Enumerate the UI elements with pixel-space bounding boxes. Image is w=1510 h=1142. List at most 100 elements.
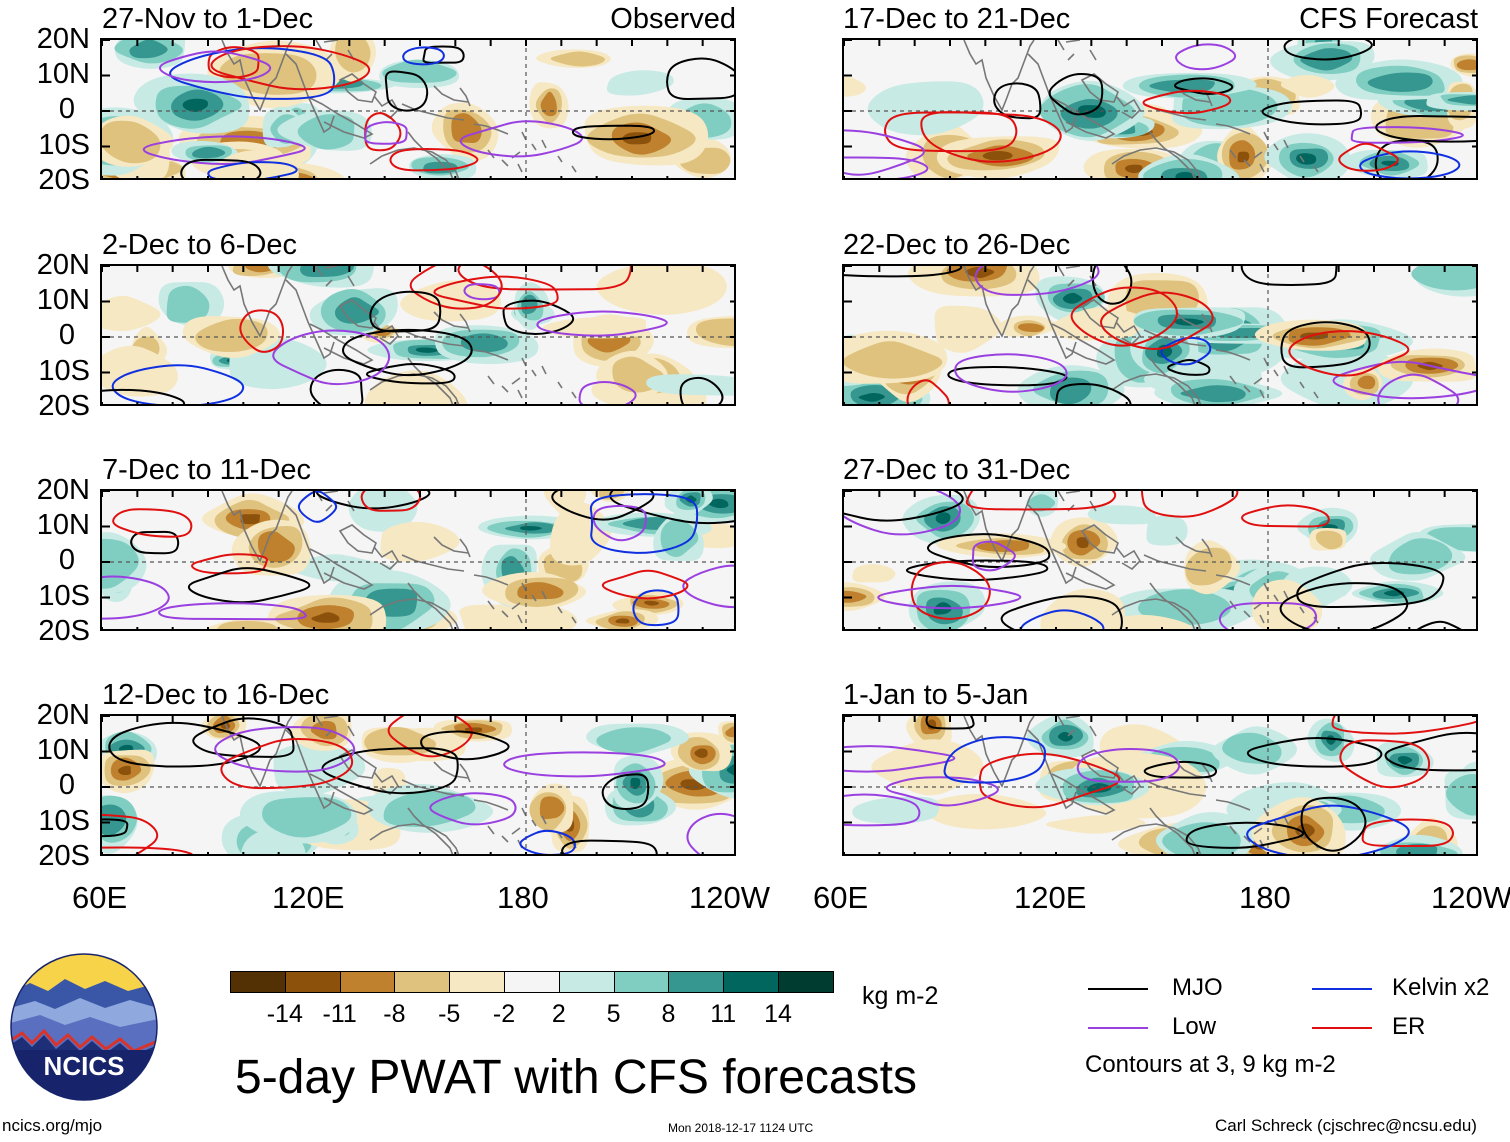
colorbar-label: -11 <box>322 1000 357 1028</box>
wave-contours <box>102 266 724 404</box>
lat-label: 20S <box>38 840 90 872</box>
footer-url[interactable]: ncics.org/mjo <box>2 1116 103 1135</box>
legend-label-er: ER <box>1392 1013 1426 1040</box>
panel-title-observed-3: 7-Dec to 11-Dec <box>102 454 311 486</box>
colorbar-label: -5 <box>438 1000 461 1028</box>
legend-label-mjo: MJO <box>1172 974 1223 1001</box>
axis-ticks <box>844 491 1476 629</box>
forecast-map-panel-1 <box>842 38 1478 180</box>
anomaly-shading <box>102 40 734 178</box>
lat-label: 10S <box>38 129 90 161</box>
ncics-logo[interactable]: NCICS <box>10 953 158 1101</box>
legend-label-low: Low <box>1172 1013 1217 1040</box>
legend-line-low <box>1088 1027 1148 1029</box>
colorbar-swatch <box>339 971 396 993</box>
wave-contours <box>844 716 1476 854</box>
wave-contours <box>844 40 1476 178</box>
lon-label-left-120w: 120W <box>689 880 770 915</box>
panel-title-observed-2: 2-Dec to 6-Dec <box>102 229 298 261</box>
axis-ticks <box>844 716 1476 854</box>
wave-contours <box>844 491 1462 629</box>
lon-label-right-120e: 120E <box>1014 880 1087 915</box>
lat-label: 10N <box>36 509 90 541</box>
legend-line-mjo <box>1088 988 1148 990</box>
colorbar-label: -8 <box>383 1000 406 1028</box>
wave-contours <box>102 716 734 854</box>
colorbar-swatch <box>613 971 670 993</box>
wave-contours <box>142 45 734 178</box>
pwat-field <box>844 491 1476 629</box>
legend-note: Contours at 3, 9 kg m-2 <box>1085 1051 1336 1078</box>
axis-ticks <box>102 266 734 404</box>
lon-label-right-180: 180 <box>1239 880 1291 915</box>
pwat-field <box>102 266 734 404</box>
colorbar-swatch <box>504 971 560 993</box>
panel-title-forecast-1: 17-Dec to 21-Dec <box>843 3 1071 35</box>
colorbar-units: kg m-2 <box>862 982 939 1010</box>
pwat-field <box>102 491 734 629</box>
forecast-header: CFS Forecast <box>1299 3 1478 35</box>
coastline <box>963 266 1319 404</box>
observed-map-panel-1 <box>100 38 736 180</box>
lat-label: 20S <box>38 164 90 196</box>
wave-contours <box>844 266 1476 404</box>
legend-line-er <box>1312 1027 1372 1029</box>
lat-label: 10N <box>36 284 90 316</box>
anomaly-shading <box>844 266 1476 404</box>
colorbar-label: -2 <box>492 1000 516 1028</box>
observed-map-panel-3 <box>100 489 736 631</box>
lon-label-right-120w: 120W <box>1431 880 1510 915</box>
footer-timestamp: Mon 2018-12-17 1124 UTC <box>668 1121 814 1135</box>
anomaly-shading <box>852 716 1476 854</box>
axis-ticks <box>102 491 734 629</box>
colorbar-label: 14 <box>764 1000 792 1028</box>
lat-label: 0 <box>58 319 75 351</box>
colorbar-swatch <box>284 971 341 993</box>
coastline <box>963 491 1319 629</box>
colorbar-swatch <box>558 971 615 993</box>
pwat-field <box>844 266 1476 404</box>
forecast-map-panel-2 <box>842 264 1478 406</box>
lon-label-left-60e: 60E <box>72 880 128 915</box>
lat-label: 10S <box>38 355 90 387</box>
lat-label: 10N <box>36 58 90 90</box>
colorbar-swatch <box>723 971 779 993</box>
colorbar-label: 5 <box>606 1000 621 1028</box>
lat-label: 20S <box>38 615 90 647</box>
wave-contours <box>102 491 734 627</box>
axis-ticks <box>844 266 1476 404</box>
colorbar-swatch <box>778 971 834 993</box>
colorbar-label: 8 <box>661 1000 676 1028</box>
lon-label-left-180: 180 <box>497 880 549 915</box>
lon-label-left-120e: 120E <box>272 880 345 915</box>
observed-map-panel-2 <box>100 264 736 406</box>
pwat-field <box>844 716 1476 854</box>
axis-ticks <box>102 40 734 178</box>
colorbar-label: 2 <box>551 1000 566 1028</box>
pwat-field <box>102 716 734 854</box>
lat-label: 20N <box>36 474 90 506</box>
lat-label: 20N <box>36 249 90 281</box>
colorbar-label: 11 <box>710 1000 737 1028</box>
coastline <box>221 266 577 404</box>
forecast-map-panel-3 <box>842 489 1478 631</box>
logo-text: NCICS <box>43 1051 125 1081</box>
colorbar-swatch <box>230 971 286 993</box>
anomaly-shading <box>844 40 1476 178</box>
lat-label: 0 <box>58 544 75 576</box>
colorbar-swatch <box>449 971 505 993</box>
lat-label: 0 <box>58 769 75 801</box>
legend-label-kelvin: Kelvin x2 <box>1392 974 1490 1001</box>
panel-title-observed-1: 27-Nov to 1-Dec <box>102 3 314 35</box>
colorbar-swatch <box>668 971 725 993</box>
pwat-field <box>844 40 1476 178</box>
forecast-map-panel-4 <box>842 714 1478 856</box>
anomaly-shading <box>102 266 734 404</box>
panel-title-forecast-3: 27-Dec to 31-Dec <box>843 454 1071 486</box>
lat-label: 20N <box>36 699 90 731</box>
panel-title-forecast-4: 1-Jan to 5-Jan <box>843 679 1029 711</box>
legend-line-kelvin <box>1312 988 1372 990</box>
lon-label-right-60e: 60E <box>813 880 869 915</box>
lat-label: 10S <box>38 805 90 837</box>
coastline <box>221 491 577 629</box>
